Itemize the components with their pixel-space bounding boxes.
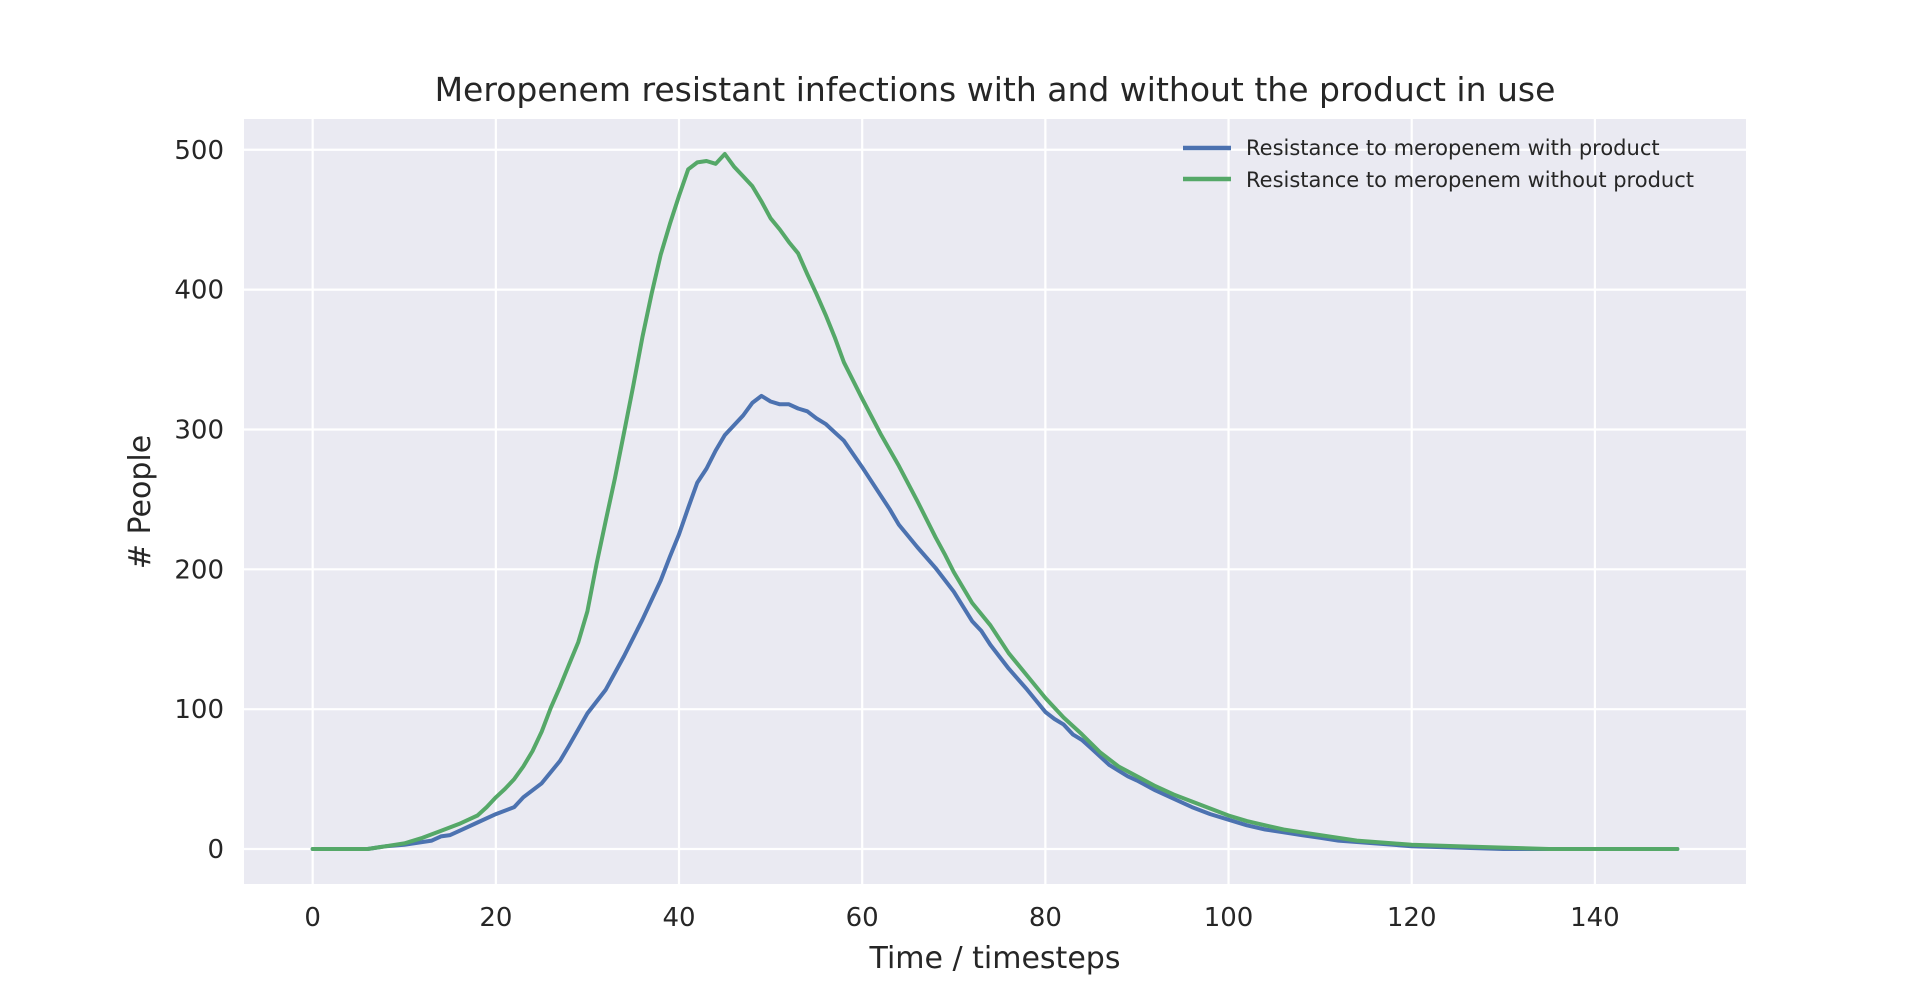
series-line-2 (310, 152, 1680, 851)
legend: Resistance to meropenem with product Res… (1183, 136, 1694, 192)
x-tick-label: 100 (1204, 903, 1254, 933)
x-tick-label: 80 (1029, 903, 1062, 933)
y-gridlines (244, 148, 1746, 851)
x-gridlines (311, 119, 1596, 884)
series-line-1 (310, 393, 1680, 851)
chart-title: Meropenem resistant infections with and … (435, 70, 1556, 109)
y-tick-label: 500 (174, 136, 224, 166)
x-tick-label: 120 (1387, 903, 1437, 933)
y-tick-label: 100 (174, 695, 224, 725)
series-lines (310, 152, 1680, 851)
y-tick-label: 200 (174, 555, 224, 585)
y-tick-label: 0 (207, 835, 224, 865)
x-tick-label: 0 (304, 903, 321, 933)
y-axis-title: # People (123, 435, 158, 569)
y-tick-label: 300 (174, 415, 224, 445)
x-tick-label: 20 (479, 903, 512, 933)
legend-label-without-product: Resistance to meropenem without product (1246, 168, 1694, 192)
plot-background (244, 119, 1746, 884)
x-axis-title: Time / timesteps (869, 941, 1121, 976)
x-tick-label: 40 (662, 903, 695, 933)
x-tick-labels: 0 20 40 60 80 100 120 140 (304, 903, 1619, 933)
x-tick-label: 60 (846, 903, 879, 933)
legend-label-with-product: Resistance to meropenem with product (1246, 136, 1660, 160)
x-tick-label: 140 (1570, 903, 1620, 933)
y-tick-label: 400 (174, 276, 224, 306)
y-tick-labels: 0 100 200 300 400 500 (174, 136, 224, 865)
